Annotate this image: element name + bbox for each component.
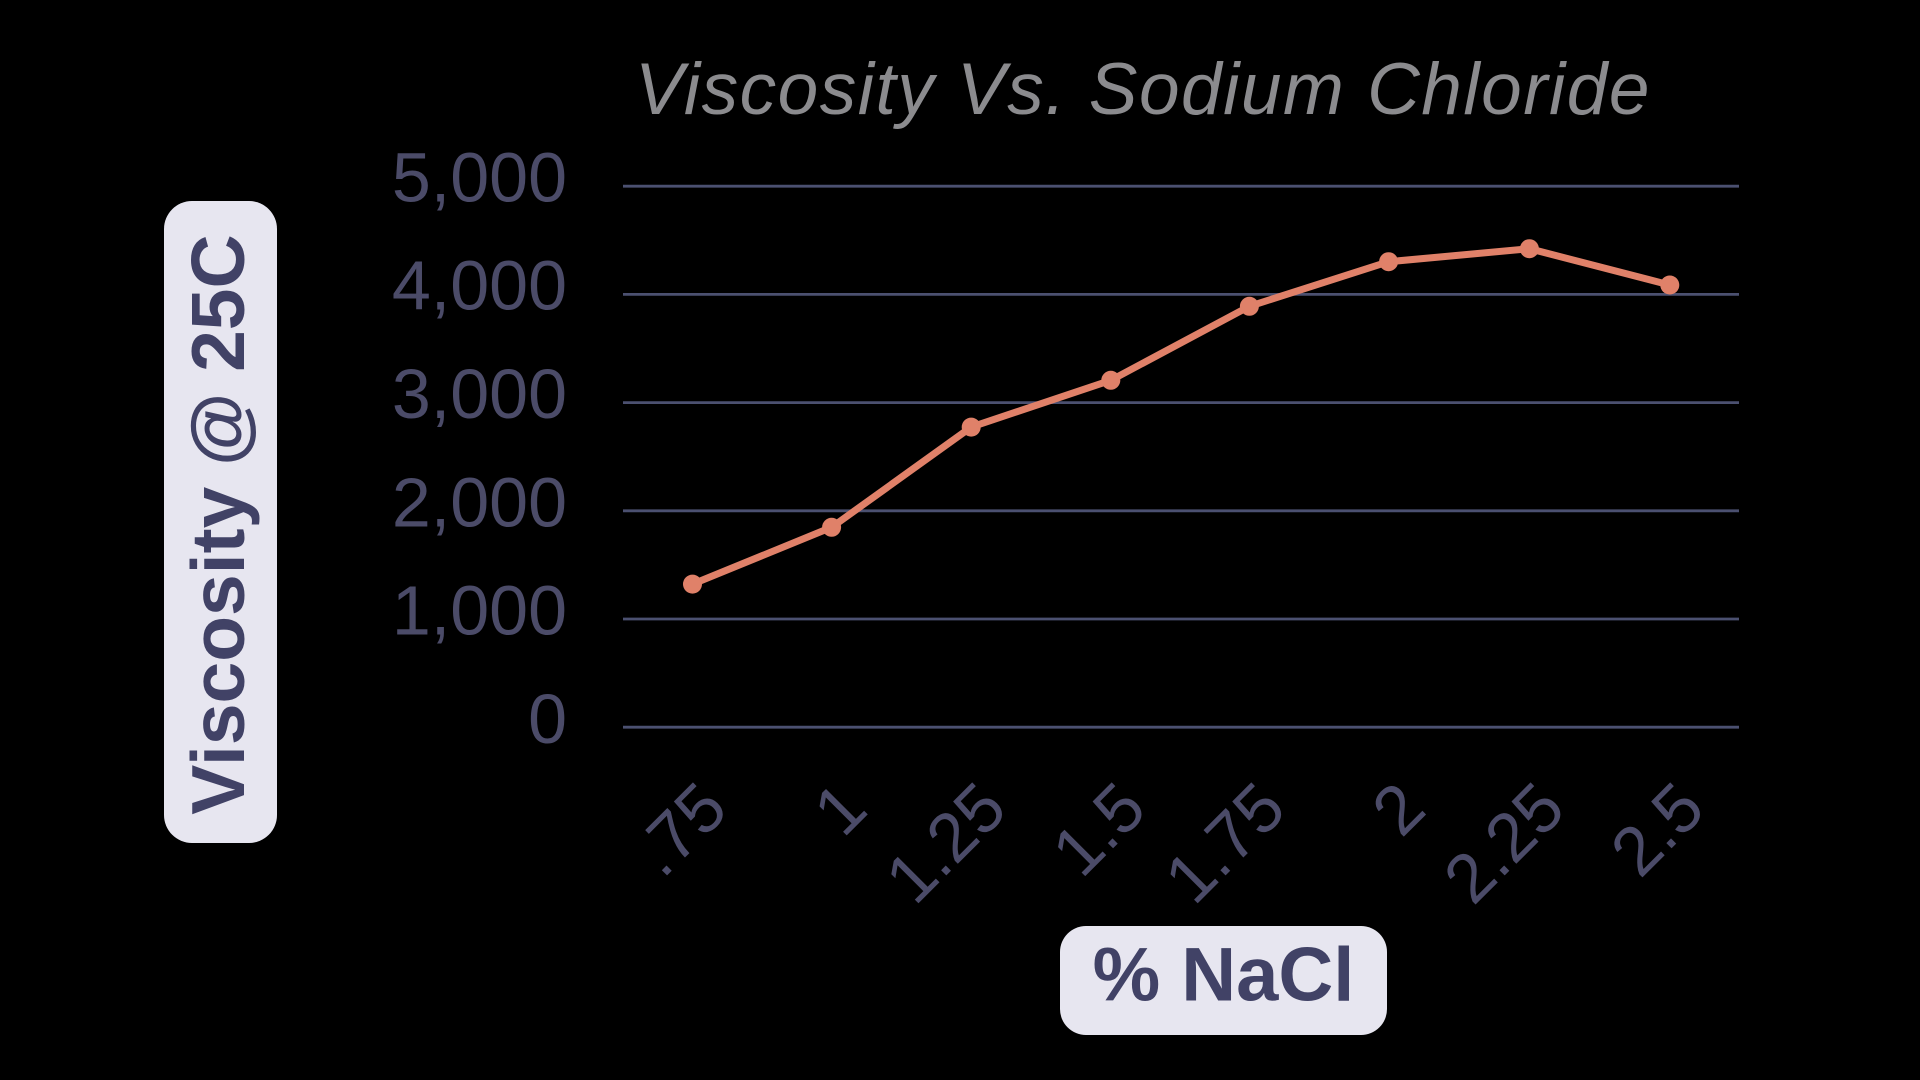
svg-text:5,000: 5,000 [392,138,567,216]
svg-text:2,000: 2,000 [392,463,567,541]
svg-text:4,000: 4,000 [392,247,567,325]
svg-text:Viscosity Vs. Sodium Chloride: Viscosity Vs. Sodium Chloride [635,49,1651,130]
svg-text:3,000: 3,000 [392,355,567,433]
svg-text:Viscosity @ 25C: Viscosity @ 25C [176,234,260,814]
svg-text:% NaCl: % NaCl [1093,933,1355,1018]
svg-text:1,000: 1,000 [392,572,567,650]
svg-text:0: 0 [528,680,567,758]
